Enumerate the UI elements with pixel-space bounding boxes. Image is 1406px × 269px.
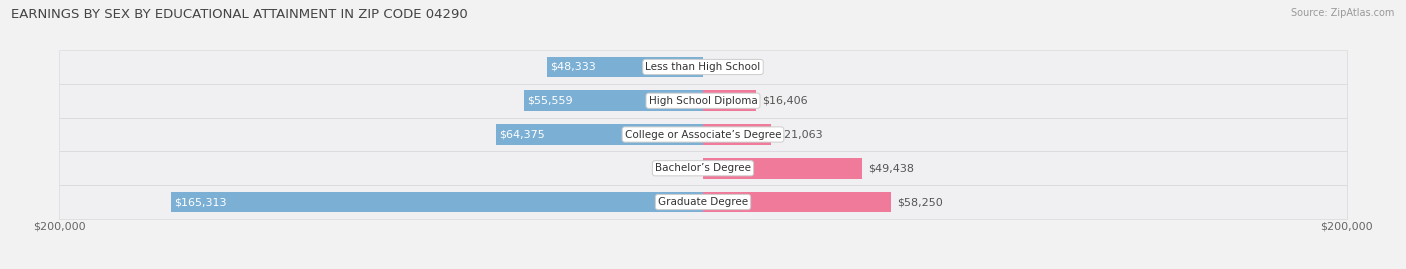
Text: Bachelor’s Degree: Bachelor’s Degree	[655, 163, 751, 173]
Bar	[170, 192, 703, 213]
Bar	[59, 84, 1347, 118]
Text: High School Diploma: High School Diploma	[648, 96, 758, 106]
Bar	[59, 185, 1347, 219]
Bar	[59, 151, 1347, 185]
Bar	[496, 124, 703, 145]
Text: $165,313: $165,313	[174, 197, 226, 207]
Text: $0: $0	[683, 163, 697, 173]
Bar	[703, 90, 756, 111]
Bar	[59, 185, 1347, 219]
Text: $0: $0	[709, 62, 723, 72]
Bar	[59, 151, 1347, 185]
Bar	[59, 118, 1347, 151]
Bar	[703, 124, 770, 145]
Text: Less than High School: Less than High School	[645, 62, 761, 72]
Bar	[524, 90, 703, 111]
Text: Source: ZipAtlas.com: Source: ZipAtlas.com	[1291, 8, 1395, 18]
Text: $16,406: $16,406	[762, 96, 808, 106]
Text: $55,559: $55,559	[527, 96, 574, 106]
Text: $64,375: $64,375	[499, 129, 544, 140]
Text: Graduate Degree: Graduate Degree	[658, 197, 748, 207]
Bar	[59, 50, 1347, 84]
Text: College or Associate’s Degree: College or Associate’s Degree	[624, 129, 782, 140]
Text: $21,063: $21,063	[778, 129, 823, 140]
Bar	[703, 192, 890, 213]
Bar	[59, 84, 1347, 118]
Text: $49,438: $49,438	[869, 163, 914, 173]
Bar	[59, 50, 1347, 84]
Text: EARNINGS BY SEX BY EDUCATIONAL ATTAINMENT IN ZIP CODE 04290: EARNINGS BY SEX BY EDUCATIONAL ATTAINMEN…	[11, 8, 468, 21]
Bar	[59, 118, 1347, 151]
Text: $58,250: $58,250	[897, 197, 942, 207]
Bar	[547, 56, 703, 77]
Text: $48,333: $48,333	[551, 62, 596, 72]
Bar	[703, 158, 862, 179]
Legend: Male, Female: Male, Female	[644, 268, 762, 269]
